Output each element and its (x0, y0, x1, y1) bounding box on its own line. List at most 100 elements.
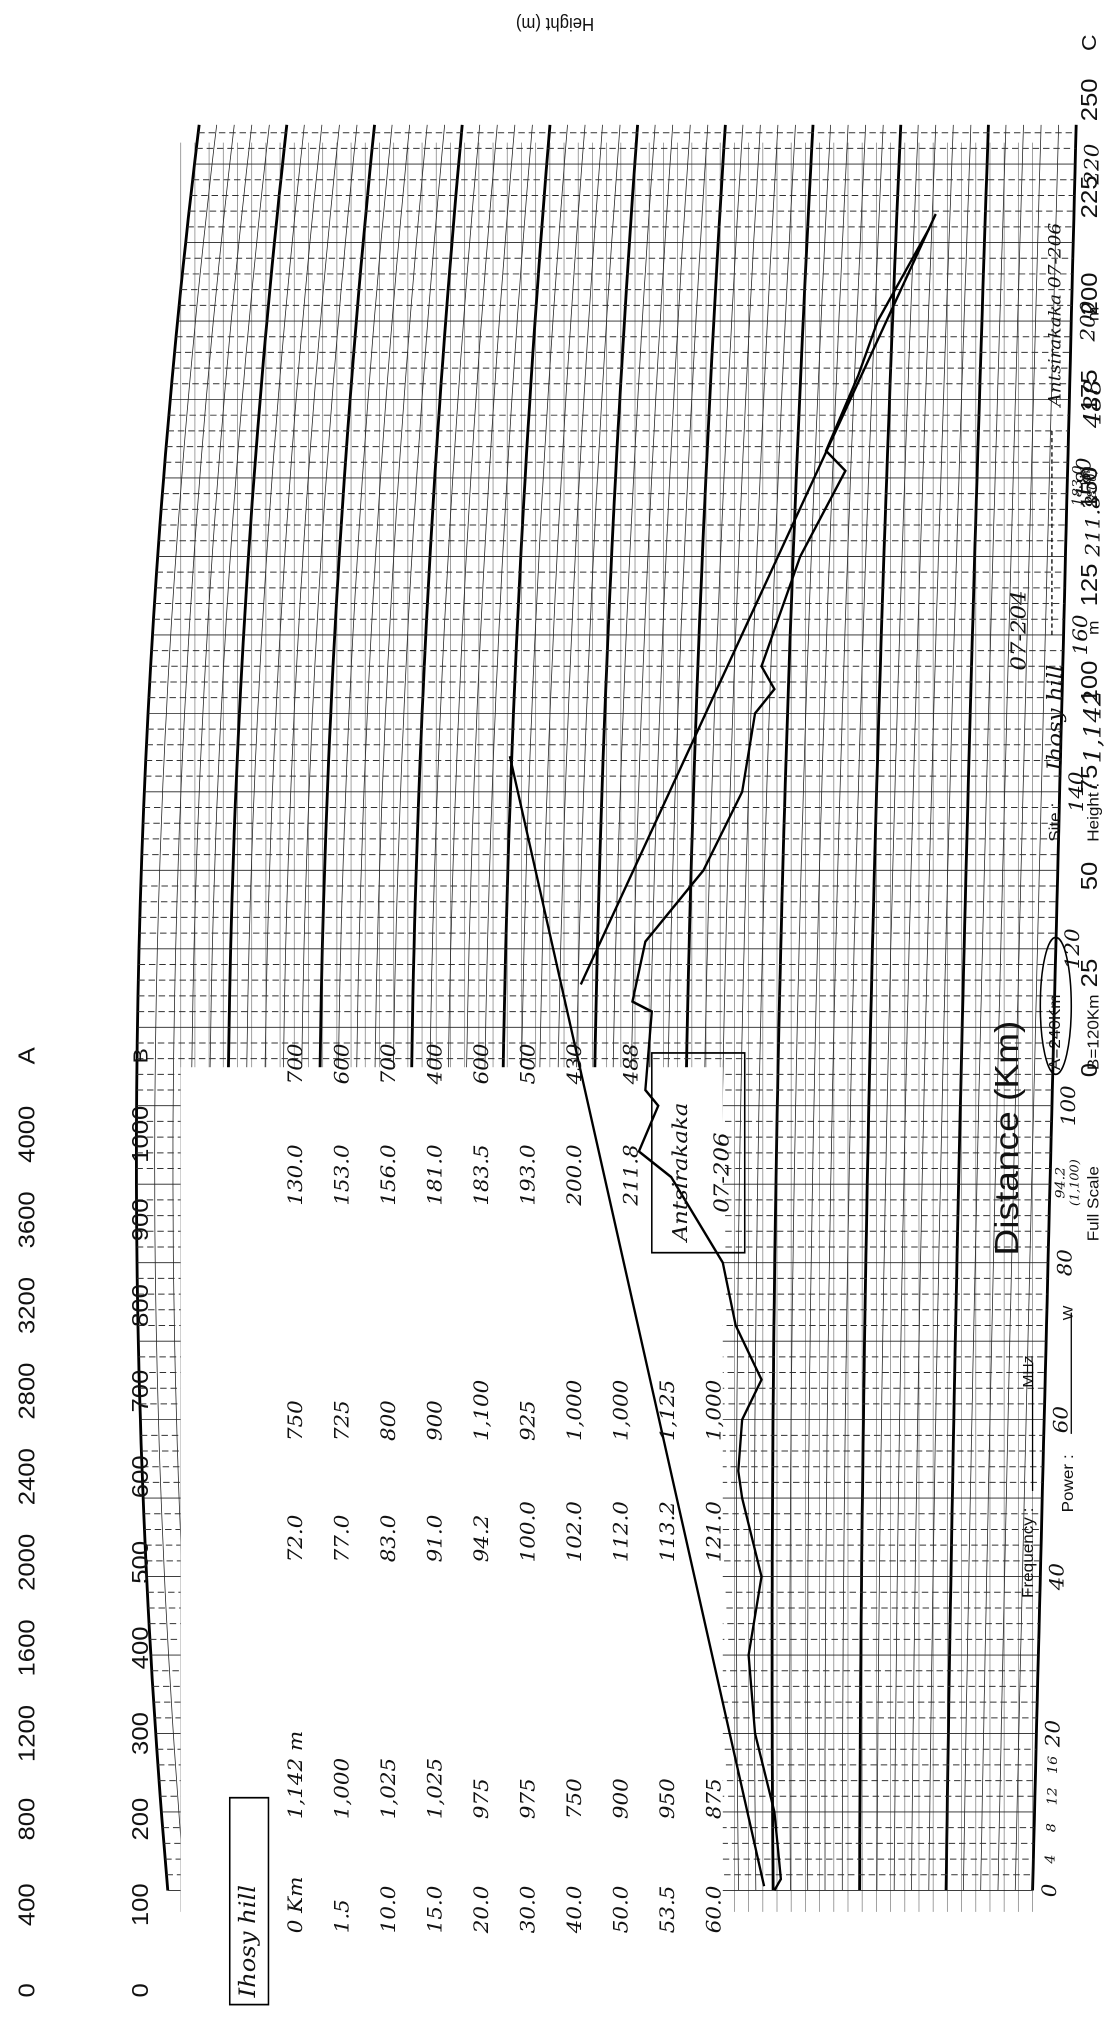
power-unit: W (1060, 1305, 1076, 1321)
distance-tick-label: 80 (1053, 1249, 1076, 1276)
scale-a-tick: 1200 (15, 1705, 41, 1762)
table-distance: 102.0 (563, 1501, 586, 1562)
table-distance: 200.0 (563, 1144, 586, 1206)
full-scale: Full Scale (1085, 1166, 1102, 1241)
distance-tick-label: 16 (1046, 1755, 1061, 1774)
scale-c-tick: 50 (1077, 862, 1103, 891)
annotation-sub: (1,100) (1068, 1159, 1081, 1206)
table-height: 900 (609, 1778, 632, 1819)
site-from: Ihosy hill (1043, 665, 1067, 772)
distance-tick-label: 12 (1045, 1787, 1060, 1805)
table-height: 1,025 (423, 1758, 446, 1819)
scale-c-tick: 125 (1077, 564, 1103, 607)
table-end-code: 07-206 (710, 1132, 734, 1212)
scale-b-tick: 800 (128, 1284, 154, 1327)
table-height: 500 (516, 1043, 539, 1084)
annotation: 94.2 (1053, 1167, 1068, 1199)
scale-b-tick: 900 (128, 1198, 154, 1241)
height-to: 488 (1079, 379, 1107, 429)
distance-tick-label: 140 (1065, 771, 1088, 812)
distance-tick-label: 8 (1044, 1823, 1059, 1832)
table-distance: 40.0 (563, 1886, 586, 1935)
table-distance: 83.0 (377, 1515, 400, 1563)
table-distance: 15.0 (423, 1886, 446, 1934)
table-distance: 60.0 (702, 1886, 725, 1934)
table-distance: 94.2 (470, 1515, 493, 1563)
scale-b-tick: 700 (128, 1370, 154, 1413)
table-distance: 100.0 (516, 1501, 539, 1562)
table-end-distance: 211.8 (620, 1144, 643, 1206)
table-end-height: 488 (620, 1043, 643, 1085)
axis-title: Distance (Km) (989, 1021, 1026, 1256)
table-distance: 183.5 (470, 1144, 493, 1205)
scale-a-tick: 3600 (15, 1191, 41, 1248)
table-distance: 121.0 (702, 1501, 725, 1562)
profile-sheet: Height (m)AB4000360032002800240020001600… (0, 0, 1110, 2026)
table-distance: 112.0 (609, 1501, 632, 1562)
height-from-unit: m (1085, 621, 1102, 635)
table-height: 1,000 (609, 1380, 632, 1441)
scale-b-full: B=120Km (1085, 994, 1102, 1070)
distance-tick-label: 0 (1038, 1884, 1061, 1898)
table-distance: 53.5 (656, 1886, 679, 1934)
table-height: 875 (702, 1778, 725, 1819)
table-distance: 20.0 (470, 1886, 493, 1935)
scale-c-tick: 250 (1077, 78, 1103, 121)
table-start: Ihosy hill (236, 1885, 261, 1999)
table-distance: 50.0 (609, 1886, 632, 1934)
scale-a-tick: 4000 (15, 1106, 41, 1163)
table-height: 800 (377, 1400, 400, 1441)
table-end-name: Antsirakaka (669, 1103, 693, 1244)
site-label: Site : (1047, 803, 1064, 842)
distance-tick-label: 4 (1043, 1855, 1058, 1865)
table-height: 950 (656, 1778, 679, 1819)
site-code: 07-204 (1007, 590, 1031, 670)
table-distance: 181.0 (423, 1144, 446, 1205)
frequency-unit: MHz (1020, 1355, 1036, 1387)
scale-a-tick: 0 (15, 1983, 41, 1997)
table-distance: 153.0 (331, 1144, 354, 1205)
distance-tick-label: 220 (1080, 144, 1103, 186)
scale-a-tick: 3200 (15, 1277, 41, 1334)
height-to-unit: m (1085, 307, 1102, 321)
scale-b-tick: 300 (128, 1712, 154, 1755)
height-label: Height : (1085, 783, 1102, 842)
table-distance: 156.0 (377, 1144, 400, 1205)
table-distance: 10.0 (377, 1886, 400, 1934)
table-height: 725 (331, 1400, 354, 1441)
table-height: 600 (331, 1043, 354, 1084)
table-height: 1,125 (656, 1380, 679, 1441)
table-height: 400 (423, 1043, 446, 1085)
frequency-label: Frequency : (1019, 1508, 1036, 1598)
table-height: 1,000 (331, 1758, 354, 1819)
distance-value: 211.8 (1082, 495, 1105, 557)
scale-a-tick: 2400 (15, 1448, 41, 1505)
scale-c-label: C (1077, 35, 1101, 51)
table-height: 900 (423, 1400, 446, 1441)
table-distance: 77.0 (331, 1515, 354, 1563)
power-label: Power : (1060, 1454, 1077, 1512)
scale-a-label: A (15, 1047, 41, 1065)
scale-b-tick: 200 (128, 1798, 154, 1841)
scale-b-tick: 400 (128, 1626, 154, 1669)
scale-a-full: A=240Km (1047, 994, 1064, 1070)
scale-b-label: B (128, 1048, 152, 1063)
scale-a-tick: 800 (15, 1798, 41, 1841)
table-distance: 193.0 (516, 1144, 539, 1205)
table-height: 975 (516, 1778, 539, 1819)
table-distance: 1.5 (331, 1899, 354, 1933)
table-height: 1,000 (563, 1380, 586, 1441)
scale-b-tick: 0 (128, 1983, 154, 1997)
table-height: 1,000 (702, 1380, 725, 1441)
scale-a-tick: 2800 (15, 1363, 41, 1420)
height-from: 1,142 (1079, 690, 1107, 763)
distance-tick-label: 40 (1046, 1563, 1069, 1591)
table-height: 600 (470, 1043, 493, 1084)
table-height: 430 (563, 1043, 586, 1085)
table-distance: 0 Km (284, 1877, 307, 1934)
scale-b-tick: 1000 (128, 1106, 154, 1163)
table-height: 1,100 (470, 1380, 493, 1441)
table-distance: 30.0 (516, 1886, 539, 1934)
table-height: 750 (284, 1400, 307, 1441)
table-area (181, 1067, 723, 2026)
